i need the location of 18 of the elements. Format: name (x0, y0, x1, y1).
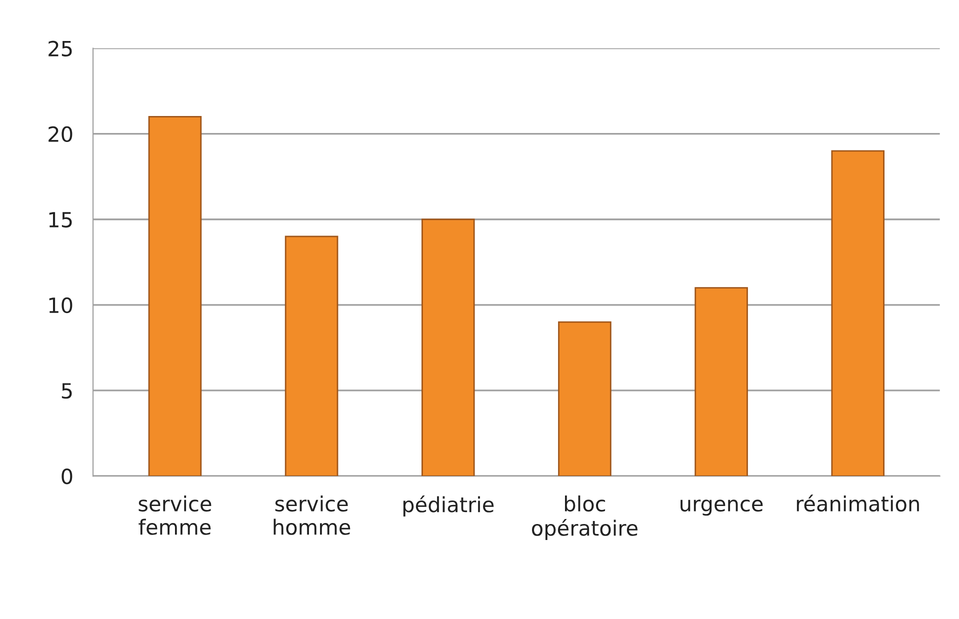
bar (694, 287, 748, 476)
x-tick-label: urgence (680, 500, 763, 516)
y-tick-label: 5 (62, 383, 72, 399)
y-tick-label: 10 (49, 297, 72, 314)
x-tick-label: bloc opératoire (532, 495, 638, 540)
bar (831, 150, 885, 476)
bar (284, 236, 338, 476)
x-tick-label: service femme (138, 495, 212, 535)
y-tick-label: 25 (48, 40, 72, 56)
x-tick-label: pédiatrie (403, 495, 494, 516)
y-tick-label: 0 (62, 468, 72, 484)
x-tick-label: service homme (274, 495, 350, 535)
x-tick-label: réanimation (796, 494, 919, 512)
bar (558, 321, 612, 476)
y-tick-label: 20 (48, 126, 72, 142)
bar (148, 116, 202, 476)
y-tick-label: 15 (49, 212, 72, 228)
bar (421, 218, 475, 476)
